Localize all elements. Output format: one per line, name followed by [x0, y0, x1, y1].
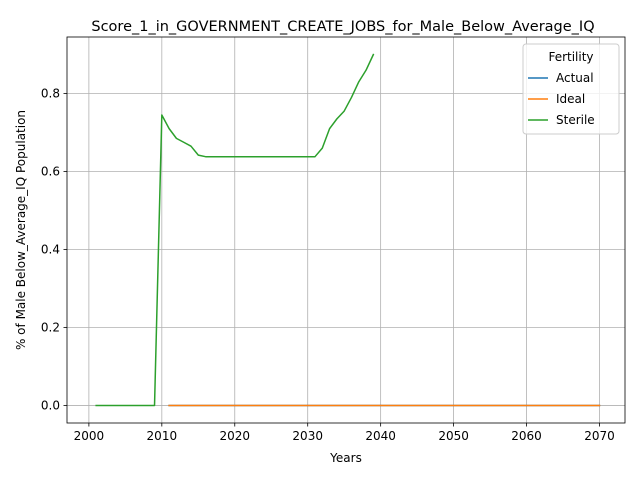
y-tick-label: 0.6 [41, 165, 60, 179]
chart-title: Score_1_in_GOVERNMENT_CREATE_JOBS_for_Ma… [91, 19, 594, 35]
y-tick-label: 0.2 [41, 320, 60, 334]
x-tick-label: 2070 [584, 429, 615, 443]
legend-label: Sterile [556, 113, 595, 127]
y-axis: 0.0 0.2 0.4 0.6 0.8 [41, 87, 67, 412]
x-tick-label: 2040 [365, 429, 396, 443]
y-axis-title: % of Male Below_Average_IQ Population [14, 110, 28, 350]
plot-frame [66, 36, 626, 424]
series-line-sterile [95, 53, 375, 407]
legend-label: Ideal [556, 92, 585, 106]
x-tick-label: 2060 [511, 429, 542, 443]
x-tick-label: 2050 [438, 429, 469, 443]
series-lines [95, 53, 601, 407]
x-tick-label: 2010 [147, 429, 178, 443]
y-tick-label: 0.8 [41, 87, 60, 101]
x-tick-label: 2020 [219, 429, 250, 443]
x-axis: 2000 2010 2020 2030 2040 2050 2060 2070 [74, 423, 615, 443]
x-axis-title: Years [329, 451, 362, 465]
x-tick-label: 2000 [74, 429, 105, 443]
y-tick-label: 0.4 [41, 242, 60, 256]
legend-box [522, 43, 620, 135]
legend-item-sterile: Sterile [528, 113, 595, 127]
y-tick-label: 0.0 [41, 398, 60, 412]
legend-item-actual: Actual [528, 71, 594, 85]
legend-items: Actual Ideal Sterile [528, 71, 595, 127]
legend-item-ideal: Ideal [528, 92, 585, 106]
legend: Fertility Actual Ideal Sterile [522, 43, 620, 135]
x-tick-label: 2030 [292, 429, 323, 443]
legend-label: Actual [556, 71, 594, 85]
legend-title: Fertility [548, 50, 593, 64]
